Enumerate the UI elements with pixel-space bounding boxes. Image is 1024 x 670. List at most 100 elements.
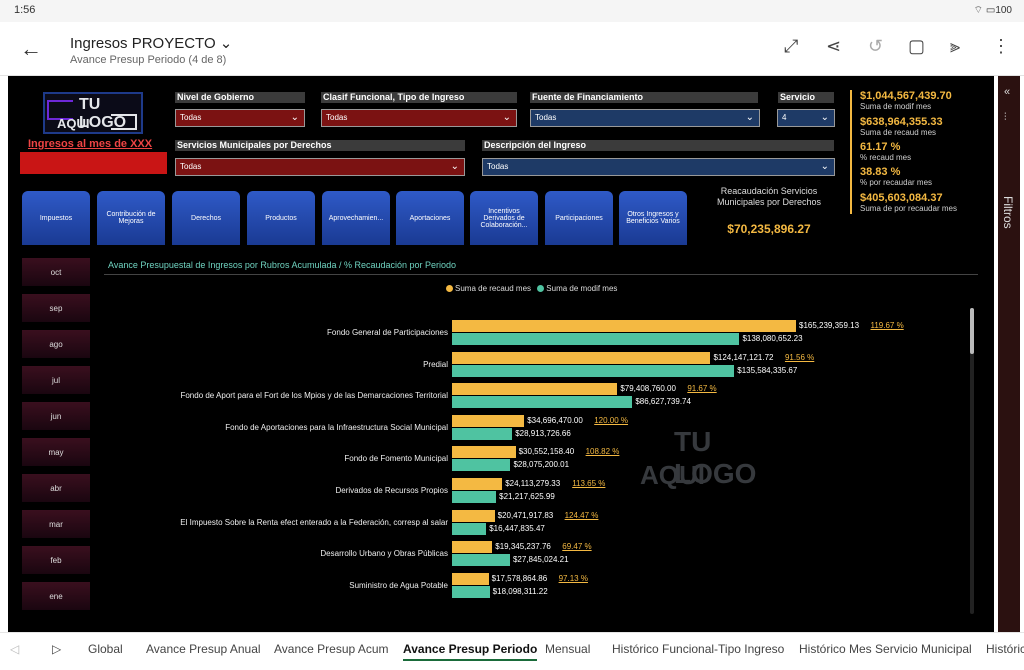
category-label: Fondo de Fomento Municipal (344, 454, 448, 464)
tab-avance-presup-acum[interactable]: Avance Presup Acum (274, 642, 389, 656)
bar-pct-label: 108.82 % (585, 447, 620, 457)
bar-recaud-label: $34,696,470.00 (527, 415, 583, 425)
logo-arrow-shape-2 (111, 114, 137, 130)
expand-icon[interactable]: ⤢ (784, 36, 799, 56)
slicer-servicio-dropdown[interactable]: 4 ⌄ (777, 109, 835, 127)
double-chevron-left-icon[interactable]: « (1004, 86, 1011, 98)
rubro-button-incentivos[interactable]: Incentivos Derivados de Colaboración... (470, 191, 538, 245)
more-options-icon[interactable]: ⋮ (992, 36, 1010, 56)
month-button-may[interactable]: may (22, 438, 90, 466)
bar-pct-label: 119.67 % (870, 321, 904, 330)
chevron-down-icon: ⌄ (219, 35, 233, 52)
chevron-down-icon: ⌄ (820, 161, 829, 172)
rubro-button-aportaciones[interactable]: Aportaciones (396, 191, 464, 245)
bar-recaud[interactable] (452, 541, 493, 554)
chart-scrollbar[interactable] (970, 308, 974, 614)
filters-panel-toggle[interactable]: « ⫶ Filtros (998, 76, 1020, 632)
slicer-servmun-dropdown[interactable]: Todas ⌄ (175, 158, 465, 176)
rubro-button-impuestos[interactable]: Impuestos (22, 191, 90, 245)
bar-modif[interactable] (452, 459, 511, 472)
kpi-modif: $1,044,567,439.70 Suma de modif mes (860, 90, 952, 111)
report-canvas: TU LOGO AQUI Ingresos al mes de XXX Nive… (8, 76, 994, 632)
kpi-value: 38.83 % (860, 166, 901, 178)
bar-modif-label: $16,447,835.47 (489, 523, 545, 533)
month-button-jul[interactable]: jul (22, 366, 90, 394)
bar-pct-label: 124.47 % (564, 510, 599, 520)
tab-mensual[interactable]: Mensual (545, 642, 591, 656)
bar-recaud[interactable] (452, 320, 796, 332)
category-label: El Impuesto Sobre la Renta efect enterad… (180, 517, 448, 527)
legend-recaud[interactable]: Suma de recaud mes (446, 284, 531, 293)
chart-divider (104, 274, 978, 275)
month-button-feb[interactable]: feb (22, 546, 90, 574)
legend-dot-icon (446, 285, 453, 293)
bar-modif[interactable] (452, 585, 490, 598)
bar-recaud-label: $20,471,917.83 (497, 510, 554, 520)
bar-recaud[interactable] (452, 414, 525, 427)
slicer-descripcion-dropdown[interactable]: Todas ⌄ (482, 158, 835, 176)
month-button-oct[interactable]: oct (22, 258, 90, 286)
bar-modif[interactable] (452, 427, 513, 440)
bookmark-icon[interactable]: ⫸ (950, 36, 961, 56)
rubro-button-contribucion[interactable]: Contribución de Mejoras (97, 191, 165, 245)
scroll-thumb[interactable] (970, 308, 974, 354)
tab-hist-rico-funcional-tipo-ingreso[interactable]: Histórico Funcional-Tipo Ingreso (612, 642, 785, 656)
filters-label: Filtros (1001, 196, 1015, 229)
month-button-abr[interactable]: abr (22, 474, 90, 502)
bar-recaud[interactable] (452, 383, 618, 396)
bar-modif[interactable] (452, 491, 497, 503)
bar-modif[interactable] (452, 364, 735, 377)
bar-recaud[interactable] (452, 572, 489, 585)
rubro-button-aprovechamientos[interactable]: Aprovechamien... (322, 191, 390, 245)
bar-modif[interactable] (452, 333, 740, 345)
slicer-clasif-label: Clasif Funcional, Tipo de Ingreso (321, 92, 517, 103)
bar-recaud[interactable] (452, 351, 711, 364)
month-button-mar[interactable]: mar (22, 510, 90, 538)
comment-icon[interactable]: ▢ (908, 36, 926, 56)
month-button-jun[interactable]: jun (22, 402, 90, 430)
bar-recaud-label: $24,113,279.33 (505, 479, 561, 488)
slicer-fuente-value: Todas (535, 113, 557, 122)
slicer-servmun-value: Todas (180, 162, 202, 171)
tab-prev-icon[interactable]: ◁ (10, 642, 20, 656)
month-button-ago[interactable]: ago (22, 330, 90, 358)
rubro-button-otros[interactable]: Otros Ingresos y Beneficios Varios (619, 191, 687, 245)
back-arrow-icon[interactable]: ← (20, 36, 42, 61)
chevron-down-icon: ⌄ (745, 112, 754, 123)
recaudacion-title: Reacaudación Servicios Municipales por D… (716, 186, 822, 207)
rubro-button-productos[interactable]: Productos (247, 191, 315, 245)
report-title-dropdown[interactable]: Ingresos PROYECTO ⌄ (70, 34, 232, 52)
bar-recaud[interactable] (452, 478, 503, 490)
bar-recaud[interactable] (452, 509, 495, 522)
bar-recaud[interactable] (452, 446, 516, 459)
slicer-clasif-dropdown[interactable]: Todas ⌄ (321, 109, 517, 127)
bar-modif[interactable] (452, 554, 510, 567)
slicer-nivel-value: Todas (180, 113, 202, 122)
rubro-button-derechos[interactable]: Derechos (172, 191, 240, 245)
bar-recaud-label: $19,345,237.76 (495, 542, 551, 552)
tab-avance-presup-anual[interactable]: Avance Presup Anual (146, 642, 261, 656)
share-icon[interactable]: ⋖ (826, 36, 842, 56)
tab-global[interactable]: Global (88, 642, 123, 656)
category-label: Suministro de Agua Potable (349, 580, 448, 590)
tab-avance-presup-periodo[interactable]: Avance Presup Periodo (403, 642, 538, 661)
bar-modif-label: $86,627,739.74 (635, 397, 691, 407)
bar-modif[interactable] (452, 522, 487, 535)
tab-next-icon[interactable]: ▷ (52, 642, 62, 656)
chart-legend: Suma de recaud mes Suma de modif mes (446, 284, 617, 293)
bar-modif[interactable] (452, 396, 633, 409)
month-button-ene[interactable]: ene (22, 582, 90, 610)
slicer-nivel-label: Nivel de Gobierno (175, 92, 305, 103)
reset-icon[interactable]: ↺ (868, 36, 884, 56)
tab-hist-rico-mes-servicio-municipal[interactable]: Histórico Mes Servicio Municipal (799, 642, 972, 656)
rubro-button-participaciones[interactable]: Participaciones (545, 191, 613, 245)
month-button-sep[interactable]: sep (22, 294, 90, 322)
slicer-fuente-dropdown[interactable]: Todas ⌄ (530, 109, 760, 127)
tab-hist-rico[interactable]: Histórico (986, 642, 1024, 656)
kpi-por-recaudar: $405,603,084.37 Suma de por recaudar mes (860, 192, 957, 213)
ingresos-month-label: Ingresos al mes de XXX (28, 138, 153, 150)
bar-pct-label: 120.00 % (594, 415, 629, 425)
legend-modif[interactable]: Suma de modif mes (537, 284, 617, 293)
bar-pct-label: 91.56 % (784, 352, 815, 362)
slicer-nivel-dropdown[interactable]: Todas ⌄ (175, 109, 305, 127)
